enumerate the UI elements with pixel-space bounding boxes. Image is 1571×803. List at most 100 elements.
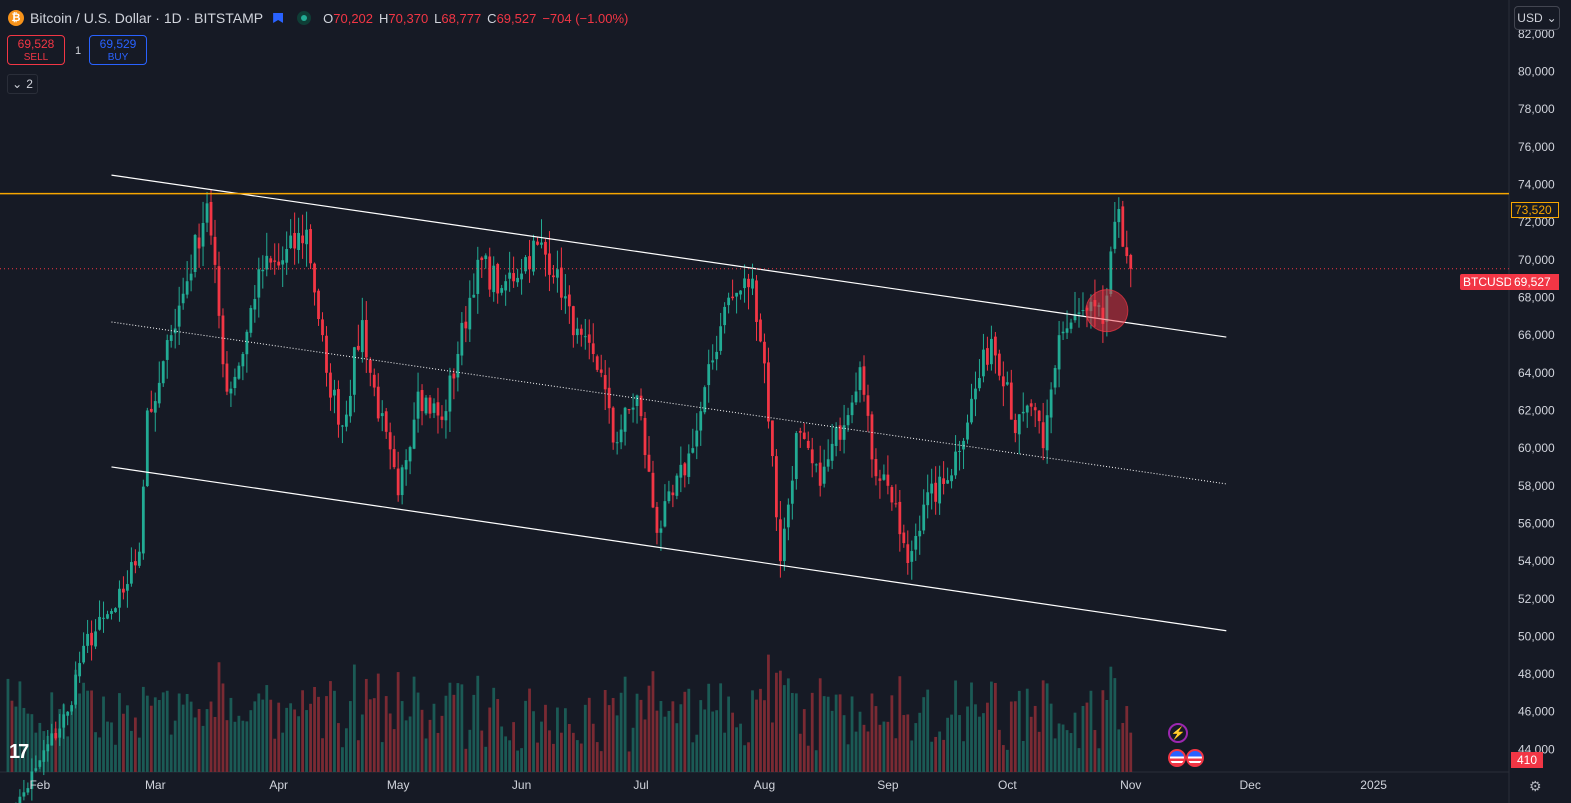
volume-bar <box>177 693 181 772</box>
tradingview-logo[interactable]: 17 <box>9 741 29 763</box>
candle-body <box>966 422 969 440</box>
candle-body <box>225 363 229 392</box>
volume-bar <box>790 692 794 772</box>
volume-bar <box>918 712 922 772</box>
volume-bar <box>723 732 727 772</box>
candle-body <box>62 714 66 728</box>
candle-body <box>982 349 985 377</box>
candle-body <box>934 482 938 502</box>
candle-body <box>870 414 874 460</box>
candle-body <box>802 432 806 439</box>
volume-bar <box>552 743 555 772</box>
volume-bar <box>838 694 842 772</box>
candle-body <box>878 478 882 481</box>
volume-bar <box>325 696 328 772</box>
volume-bar <box>719 683 723 772</box>
candle-body <box>269 258 273 263</box>
symbol-title[interactable]: Bitcoin / U.S. Dollar · 1D · BITSTAMP <box>30 10 264 26</box>
candle-body <box>1037 410 1041 422</box>
candle-body <box>691 448 695 453</box>
candle-body <box>333 389 336 396</box>
candle-body <box>94 631 97 647</box>
candle-body <box>221 315 225 365</box>
candle-body <box>1081 309 1085 311</box>
us-flag-icon[interactable] <box>1186 749 1204 767</box>
sell-label: SELL <box>23 52 49 63</box>
candle-body <box>217 266 221 316</box>
volume-bar <box>556 707 559 772</box>
volume-bar <box>735 727 738 772</box>
candle-body <box>133 561 137 566</box>
candle-body <box>460 322 464 356</box>
candle-body <box>723 306 727 326</box>
volume-bar <box>193 717 197 772</box>
volume-bar <box>639 699 643 772</box>
candle-body <box>874 459 878 477</box>
candle-body <box>428 397 432 414</box>
candle-body <box>177 305 181 327</box>
lightning-icon[interactable]: ⚡ <box>1168 723 1188 743</box>
candle-body <box>938 476 942 504</box>
volume-bar <box>504 736 508 772</box>
candle-body <box>432 403 436 413</box>
volume-bar <box>110 722 113 772</box>
candle-body <box>309 229 312 264</box>
volume-bar <box>70 710 74 772</box>
candle-body <box>129 562 133 584</box>
candle-body <box>818 462 822 486</box>
candle-body <box>237 365 241 379</box>
us-flag-icon[interactable] <box>1168 749 1186 767</box>
sell-button[interactable]: 69,528 SELL <box>7 35 65 65</box>
indicators-toggle-button[interactable]: ⌄ 2 <box>7 74 38 94</box>
volume-bar <box>560 732 563 772</box>
resistance-price-tag[interactable]: 73,520 <box>1511 202 1559 218</box>
volume-bar <box>930 741 934 772</box>
volume-bar <box>233 721 237 772</box>
candle-body <box>918 530 922 537</box>
candle-body <box>364 319 368 358</box>
volume-bar <box>141 686 145 772</box>
volume-bar <box>1085 702 1089 772</box>
candle-body <box>376 386 380 419</box>
volume-bar <box>1105 699 1109 772</box>
candle-body <box>743 278 746 289</box>
volume-bar <box>771 722 774 772</box>
gear-icon[interactable]: ⚙ <box>1529 778 1542 794</box>
candle-body <box>404 460 408 470</box>
volume-bar <box>396 672 400 772</box>
volume-bar <box>703 709 707 772</box>
candle-body <box>954 451 957 476</box>
close-value: 69,527 <box>496 10 537 26</box>
volume-bar <box>902 715 906 772</box>
volume-bar <box>145 695 149 772</box>
candle-body <box>173 328 177 334</box>
candle-body <box>273 260 277 262</box>
candle-body <box>193 234 197 272</box>
volume-bar <box>966 706 969 772</box>
bookmark-flag-icon[interactable] <box>273 13 284 23</box>
volume-bar <box>970 682 973 772</box>
volume-bar <box>185 693 189 772</box>
candle-body <box>631 407 635 410</box>
time-tick-label: Oct <box>998 778 1017 792</box>
price-tick-label: 76,000 <box>1518 140 1555 154</box>
candle-body <box>587 334 591 343</box>
market-status-icon[interactable] <box>297 11 312 25</box>
volume-tag: 410 <box>1511 752 1543 768</box>
candle-body <box>209 201 213 236</box>
candle-body <box>563 296 567 299</box>
volume-bar <box>269 699 273 772</box>
volume-bar <box>281 732 285 772</box>
volume-bar <box>1073 712 1077 772</box>
volume-bar <box>822 696 826 772</box>
candle-body <box>38 760 42 767</box>
time-tick-label: 2025 <box>1360 778 1387 792</box>
candle-body <box>575 328 579 336</box>
price-tick-label: 74,000 <box>1518 178 1555 192</box>
volume-bar <box>898 676 902 772</box>
currency-select[interactable]: USD ⌄ <box>1514 6 1560 30</box>
candle-body <box>90 632 93 646</box>
volume-bar <box>906 714 910 772</box>
buy-button[interactable]: 69,529 BUY <box>89 35 147 65</box>
